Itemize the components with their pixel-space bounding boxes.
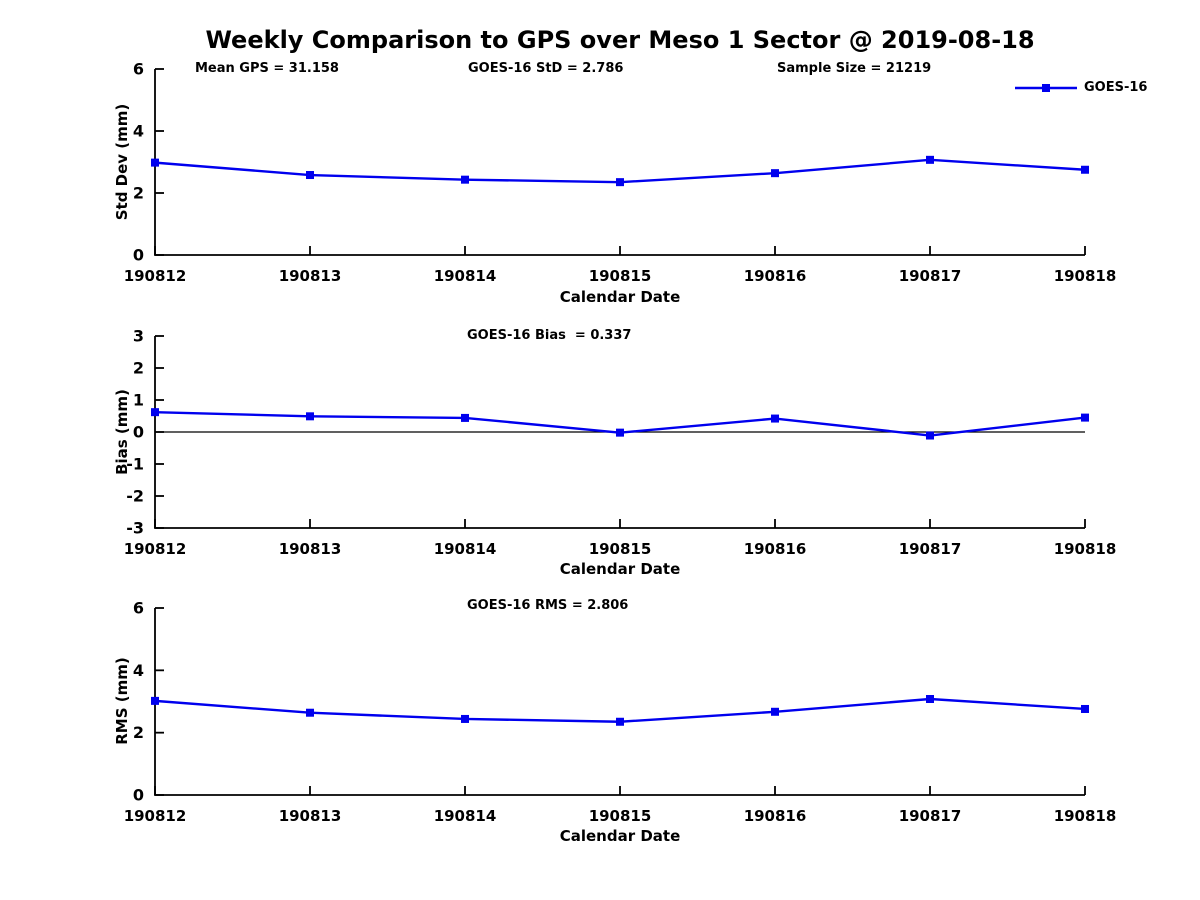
data-point-marker	[461, 175, 469, 184]
x-tick-label: 190816	[744, 807, 807, 825]
rms-annotation-0: GOES-16 RMS = 2.806	[467, 598, 629, 613]
data-point-marker	[771, 707, 779, 716]
x-tick-label: 190814	[434, 267, 497, 285]
data-point-marker	[151, 696, 159, 705]
data-point-marker	[151, 408, 159, 417]
data-point-marker	[306, 412, 314, 421]
data-point-marker	[616, 717, 624, 726]
calendar-date-label-top: Calendar Date	[559, 288, 681, 306]
x-tick-label: 190816	[744, 540, 807, 558]
y-tick-label: 0	[133, 786, 144, 805]
x-tick-label: 190814	[434, 540, 497, 558]
data-point-marker	[771, 169, 779, 178]
data-point-marker	[1081, 704, 1089, 713]
data-point-marker	[1081, 413, 1089, 422]
x-tick-label: 190815	[589, 267, 652, 285]
y-tick-label: 2	[133, 184, 144, 203]
data-point-marker	[461, 714, 469, 723]
legend-line-marker-swatch	[1015, 83, 1077, 92]
y-tick-label: -1	[126, 455, 144, 474]
x-tick-label: 190817	[899, 540, 962, 558]
y-tick-label: 0	[133, 423, 144, 442]
y-tick-label: -3	[126, 519, 144, 538]
y-tick-label: 2	[133, 723, 144, 742]
x-tick-label: 190816	[744, 267, 807, 285]
y-tick-label: 0	[133, 246, 144, 265]
x-tick-label: 190812	[124, 540, 187, 558]
legend: GOES-16	[1015, 80, 1147, 95]
bias-annotation-0: GOES-16 Bias = 0.337	[467, 328, 632, 343]
x-tick-label: 190813	[279, 540, 342, 558]
y-tick-label: 3	[133, 327, 144, 346]
x-tick-label: 190815	[589, 540, 652, 558]
y-tick-label: 2	[133, 359, 144, 378]
data-point-marker	[151, 158, 159, 167]
x-tick-label: 190818	[1054, 807, 1117, 825]
x-tick-label: 190818	[1054, 267, 1117, 285]
std-dev-annotation-2: Sample Size = 21219	[777, 61, 932, 76]
calendar-date-label-bottom: Calendar Date	[559, 827, 681, 845]
x-tick-label: 190812	[124, 807, 187, 825]
data-point-marker	[771, 414, 779, 423]
x-tick-label: 190813	[279, 267, 342, 285]
x-tick-label: 190815	[589, 807, 652, 825]
data-point-marker	[926, 695, 934, 704]
x-tick-label: 190818	[1054, 540, 1117, 558]
data-point-marker	[306, 708, 314, 717]
data-point-marker	[616, 428, 624, 437]
legend-marker	[1042, 83, 1050, 92]
y-tick-label: 1	[133, 391, 144, 410]
y-tick-label: 6	[133, 60, 144, 79]
data-point-marker	[616, 178, 624, 187]
x-tick-label: 190814	[434, 807, 497, 825]
std-dev-annotation-1: GOES-16 StD = 2.786	[468, 61, 624, 76]
data-point-marker	[1081, 165, 1089, 174]
legend-label: GOES-16	[1084, 80, 1148, 95]
x-tick-label: 190817	[899, 807, 962, 825]
data-point-marker	[461, 413, 469, 422]
y-tick-label: 6	[133, 599, 144, 618]
y-tick-label: 4	[133, 661, 144, 680]
figure-title: Weekly Comparison to GPS over Meso 1 Sec…	[205, 26, 1035, 54]
data-point-marker	[926, 155, 934, 164]
calendar-date-label-middle: Calendar Date	[559, 560, 681, 578]
x-tick-label: 190812	[124, 267, 187, 285]
x-tick-label: 190817	[899, 267, 962, 285]
std-dev-annotation-0: Mean GPS = 31.158	[195, 61, 339, 76]
data-point-marker	[926, 431, 934, 440]
y-tick-label: -2	[126, 487, 144, 506]
x-tick-label: 190813	[279, 807, 342, 825]
y-tick-label: 4	[133, 122, 144, 141]
data-point-marker	[306, 171, 314, 180]
